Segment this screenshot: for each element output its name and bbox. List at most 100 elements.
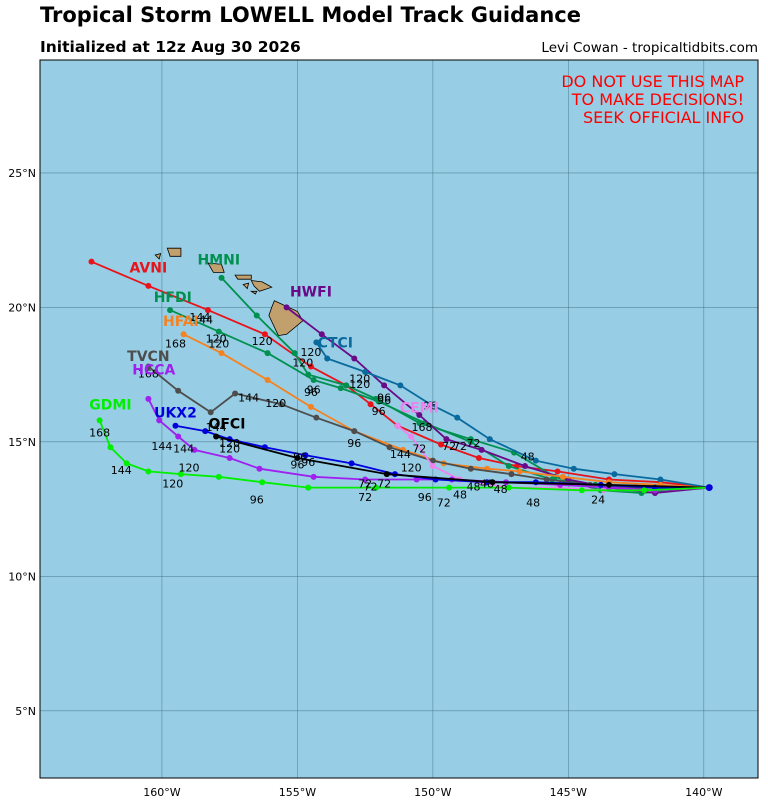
track-point-hcca bbox=[310, 473, 317, 480]
island-molokai bbox=[234, 274, 252, 280]
model-label-cemi: CEMI bbox=[400, 400, 439, 416]
track-point-avni bbox=[437, 441, 444, 448]
island-niihau bbox=[154, 253, 162, 260]
track-point-gdmi bbox=[123, 460, 130, 467]
track-point-hfai bbox=[559, 473, 566, 480]
track-point-hwfi bbox=[381, 382, 388, 389]
track-point-hfai bbox=[180, 331, 187, 338]
track-point-gdmi bbox=[107, 444, 114, 451]
track-point-tvcn bbox=[386, 444, 393, 451]
hour-label-hmni: 96 bbox=[372, 405, 386, 418]
hour-label-ofci: 72 bbox=[377, 478, 391, 491]
hour-label-gdmi: 48 bbox=[526, 496, 540, 509]
hour-label-cemi: 168 bbox=[412, 421, 433, 434]
track-point-hwfi bbox=[416, 411, 423, 418]
track-point-hcca bbox=[191, 446, 198, 453]
track-point-hfai bbox=[264, 377, 271, 384]
track-point-hwfi bbox=[521, 463, 528, 470]
track-point-ctci bbox=[427, 401, 434, 408]
track-point-gdmi bbox=[305, 484, 312, 491]
island-maui bbox=[250, 280, 273, 292]
track-point-ctci bbox=[454, 414, 461, 421]
track-point-hfdi bbox=[337, 385, 344, 392]
hour-label-gdmi: 72 bbox=[358, 491, 372, 504]
track-point-gdmi bbox=[259, 479, 266, 486]
hour-label-tvcn: 72 bbox=[412, 443, 426, 456]
hour-label-tvcn: 144 bbox=[238, 392, 259, 405]
hour-label-hfai: 96 bbox=[304, 386, 318, 399]
track-point-ofci bbox=[489, 479, 496, 486]
track-point-hfdi bbox=[167, 307, 174, 314]
page-title: Tropical Storm LOWELL Model Track Guidan… bbox=[40, 3, 581, 27]
hour-label-avni: 120 bbox=[252, 335, 273, 348]
hour-label-hwfi: 96 bbox=[377, 392, 391, 405]
hour-label-hfdi: 120 bbox=[208, 338, 229, 351]
model-labels: AVNI HMNI HFDI HWFI CTCI HFAI TVCN CEMI HCCA UKX2… bbox=[89, 252, 439, 432]
hour-label-ctci: 96 bbox=[423, 400, 437, 413]
track-point-tvcn bbox=[351, 428, 358, 435]
track-point-gdmi bbox=[96, 417, 103, 424]
track-point-avni bbox=[475, 454, 482, 461]
track-point-cemi bbox=[394, 422, 401, 429]
hour-label-avni: 48 bbox=[521, 451, 535, 464]
map-frame bbox=[39, 59, 759, 779]
track-point-ctci bbox=[532, 457, 539, 464]
track-point-hcca bbox=[226, 454, 233, 461]
track-point-ctci bbox=[570, 465, 577, 472]
track-point-ctci bbox=[324, 355, 331, 362]
track-point-tvcn bbox=[543, 476, 550, 483]
track-point-avni bbox=[307, 363, 314, 370]
hour-label-hmni: 120 bbox=[292, 357, 313, 370]
model-label-hfdi: HFDI bbox=[154, 290, 192, 306]
model-label-hwfi: HWFI bbox=[290, 285, 332, 301]
model-label-ctci: CTCI bbox=[318, 336, 353, 352]
hour-label-hcca: 96 bbox=[293, 451, 307, 464]
track-point-hfdi bbox=[505, 463, 512, 470]
track-ofci[interactable] bbox=[213, 433, 713, 491]
track-point-gdmi bbox=[578, 487, 585, 494]
hour-label-ctci: 120 bbox=[349, 373, 370, 386]
track-point-ctci bbox=[611, 471, 618, 478]
track-point-gdmi bbox=[505, 484, 512, 491]
lat-tick-label: 20°N bbox=[8, 301, 36, 314]
track-point-ukx2 bbox=[302, 452, 309, 459]
hour-label-hfai: 120 bbox=[206, 332, 227, 345]
island-hawaii bbox=[268, 300, 304, 337]
track-point-tvcn bbox=[429, 457, 436, 464]
lat-tick-label: 15°N bbox=[8, 436, 36, 449]
track-point-hcca bbox=[156, 417, 163, 424]
grid-lines bbox=[40, 60, 758, 778]
track-point-tvcn bbox=[175, 387, 182, 394]
track-point-avni bbox=[554, 468, 561, 475]
hour-label-hfdi: 96 bbox=[307, 383, 321, 396]
hour-label-avni: 96 bbox=[377, 394, 391, 407]
track-point-ctci bbox=[397, 382, 404, 389]
track-point-hfdi bbox=[375, 398, 382, 405]
track-point-ukx2 bbox=[202, 428, 209, 435]
track-point-tvcn bbox=[207, 409, 214, 416]
model-tracks bbox=[88, 258, 713, 496]
track-point-hfdi bbox=[467, 438, 474, 445]
track-ctci[interactable] bbox=[313, 339, 713, 491]
track-point-hfai bbox=[516, 468, 523, 475]
hour-label-ofci: 120 bbox=[219, 443, 240, 456]
hour-label-ukx2: 144 bbox=[206, 421, 227, 434]
model-label-hfai: HFAI bbox=[163, 314, 199, 330]
hour-label-hcca: 72 bbox=[364, 480, 378, 493]
hour-label-cemi: 144 bbox=[390, 448, 411, 461]
track-gdmi[interactable] bbox=[96, 417, 713, 494]
hour-label-tvcn: 120 bbox=[265, 397, 286, 410]
track-point-ctci bbox=[313, 339, 320, 346]
lon-tick-label: 150°W bbox=[414, 786, 451, 799]
track-point-ctci bbox=[657, 476, 664, 483]
track-point-hfdi bbox=[310, 377, 317, 384]
track-point-tvcn bbox=[313, 414, 320, 421]
track-point-hmni bbox=[343, 382, 350, 389]
track-point-avni bbox=[88, 258, 95, 265]
hour-label-ofci: 24 bbox=[591, 494, 605, 507]
hour-label-ukx2: 96 bbox=[290, 459, 304, 472]
hour-label-hcca: 144 bbox=[173, 443, 194, 456]
lat-tick-label: 5°N bbox=[15, 705, 36, 718]
hour-label-hwfi: 72 bbox=[442, 440, 456, 453]
